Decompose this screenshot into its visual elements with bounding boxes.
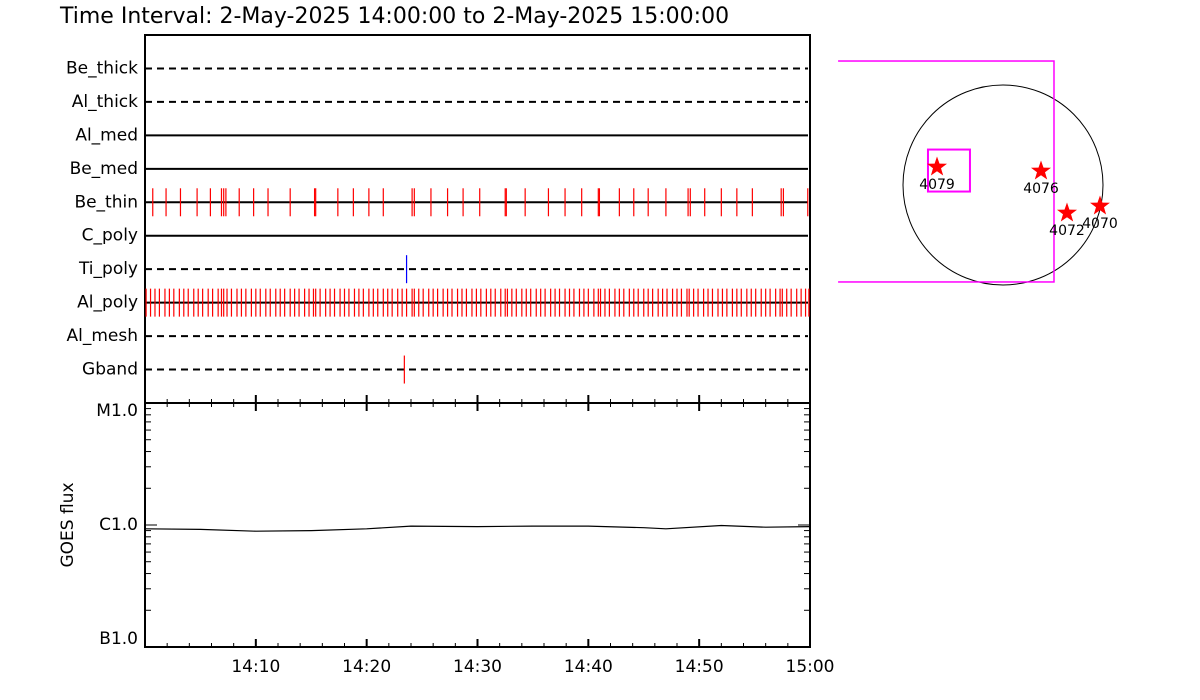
row-label: Al_med bbox=[75, 125, 138, 145]
row-label: Be_thin bbox=[74, 192, 138, 212]
region-label: 4079 bbox=[919, 177, 955, 193]
row-label: Al_thick bbox=[72, 92, 138, 112]
target-box bbox=[926, 148, 971, 193]
region-label: 4076 bbox=[1023, 181, 1059, 197]
row-label: Al_mesh bbox=[66, 326, 138, 346]
fov-rect bbox=[838, 60, 1055, 283]
x-tick-label: 14:40 bbox=[564, 657, 613, 677]
region-star bbox=[1031, 160, 1051, 180]
region-star bbox=[927, 156, 947, 176]
x-tick-label: 14:10 bbox=[231, 657, 280, 677]
y-tick-label: C1.0 bbox=[99, 515, 138, 535]
solar-disk bbox=[902, 84, 1104, 286]
row-label: C_poly bbox=[82, 226, 138, 246]
chart-title: Time Interval: 2-May-2025 14:00:00 to 2-… bbox=[59, 4, 729, 29]
region-label: 4070 bbox=[1082, 216, 1118, 232]
row-label: Be_med bbox=[70, 159, 138, 179]
x-tick-label: 14:50 bbox=[675, 657, 724, 677]
y-tick-label: B1.0 bbox=[99, 629, 138, 649]
y-axis-label: GOES flux bbox=[58, 482, 78, 567]
row-label: Ti_poly bbox=[78, 259, 138, 279]
x-tick-label: 14:30 bbox=[453, 657, 502, 677]
region-star bbox=[1090, 195, 1110, 215]
x-tick-label: 15:00 bbox=[786, 657, 835, 677]
y-tick-label: M1.0 bbox=[96, 401, 138, 421]
row-label: Gband bbox=[82, 360, 138, 380]
region-label: 4072 bbox=[1049, 223, 1085, 239]
row-label: Al_poly bbox=[77, 293, 138, 313]
x-tick-label: 14:20 bbox=[342, 657, 391, 677]
row-label: Be_thick bbox=[66, 58, 138, 78]
goes-line bbox=[144, 524, 811, 532]
region-star bbox=[1057, 202, 1077, 222]
